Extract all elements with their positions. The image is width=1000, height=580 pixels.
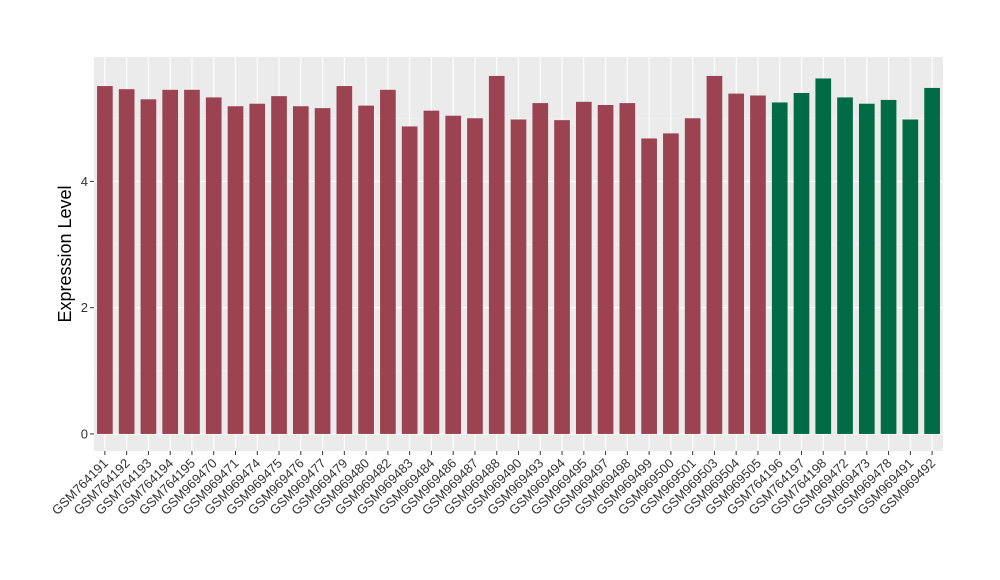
- bar: [336, 86, 353, 434]
- bar: [401, 126, 418, 434]
- bar: [706, 75, 723, 434]
- bar: [488, 75, 505, 434]
- bars: [97, 75, 940, 434]
- bar: [663, 133, 679, 434]
- y-tick-label: 4: [81, 174, 88, 189]
- y-tick-label: 2: [81, 300, 88, 315]
- bar: [619, 103, 636, 434]
- bar: [641, 138, 657, 434]
- bar: [750, 95, 766, 434]
- bar: [728, 93, 745, 434]
- bar: [858, 103, 875, 434]
- bar: [467, 118, 483, 434]
- bar: [97, 86, 113, 434]
- bar: [445, 115, 462, 434]
- y-axis-title: Expression Level: [55, 185, 75, 322]
- bar: [205, 97, 222, 434]
- bar: [771, 102, 788, 434]
- bar: [314, 108, 331, 434]
- bar: [162, 89, 179, 434]
- bar: [510, 119, 527, 434]
- bar: [292, 106, 309, 434]
- y-tick-label: 0: [81, 426, 88, 441]
- bar: [271, 96, 287, 434]
- bar: [924, 87, 940, 434]
- x-axis: GSM764191GSM764192GSM764193GSM764194GSM7…: [49, 451, 938, 518]
- bar: [532, 103, 549, 434]
- bar: [380, 89, 396, 434]
- bar: [118, 89, 135, 434]
- bar: [249, 103, 266, 434]
- bar: [815, 78, 832, 434]
- bar: [554, 120, 570, 434]
- bar: [837, 97, 853, 434]
- bar: [140, 99, 157, 434]
- bar: [902, 119, 919, 434]
- bar: [227, 106, 244, 434]
- bar: [423, 110, 440, 434]
- bar: [597, 104, 614, 434]
- y-axis: 0 2 4: [81, 174, 94, 441]
- bar: [358, 105, 374, 434]
- bar: [793, 92, 810, 434]
- bar: [880, 99, 897, 434]
- bar: [684, 118, 701, 434]
- bar: [575, 101, 592, 434]
- bar: [184, 89, 200, 434]
